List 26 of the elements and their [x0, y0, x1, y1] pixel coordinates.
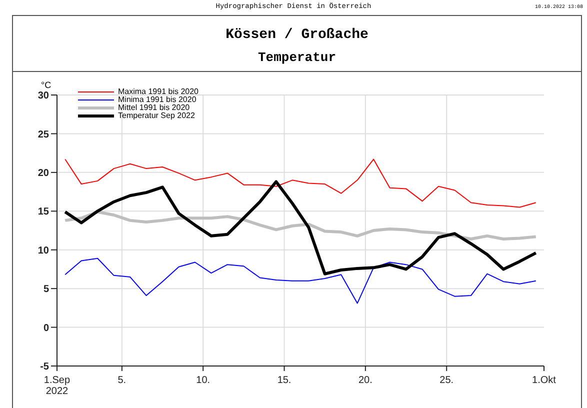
- line-series: [64, 180, 538, 276]
- line-series: [64, 258, 536, 304]
- y-tick-label: 25: [38, 129, 50, 140]
- x-tick-label: 1.Okt: [532, 375, 556, 386]
- x-tick-label: 20.: [358, 375, 372, 386]
- x-tick-label: 5.: [118, 375, 126, 386]
- legend-label: Minima 1991 bis 2020: [118, 95, 196, 104]
- legend-label: Maxima 1991 bis 2020: [118, 87, 198, 96]
- chart-title: Kössen / Großache: [224, 27, 370, 43]
- line-series: [64, 158, 536, 208]
- chart-subtitle: Temperatur: [256, 50, 337, 65]
- y-tick-label: -5: [40, 362, 50, 373]
- line-series: [64, 210, 538, 241]
- y-tick-label: 0: [43, 322, 50, 334]
- x-tick-label: 10.: [196, 375, 210, 386]
- x-tick-label: 15.: [277, 375, 292, 386]
- y-tick-label: 15: [38, 206, 50, 218]
- y-tick-label: 5: [43, 284, 50, 296]
- y-axis-title: °C: [41, 80, 52, 90]
- x-tick-label: 1.Sep 2022: [44, 375, 70, 397]
- y-tick-label: 10: [38, 245, 50, 256]
- x-tick-label: 25.: [440, 375, 454, 386]
- legend-label: Temperatur Sep 2022: [118, 111, 195, 120]
- y-tick-label: 30: [38, 90, 50, 102]
- y-tick-label: 20: [38, 168, 50, 179]
- legend-label: Mittel 1991 bis 2020: [118, 103, 190, 112]
